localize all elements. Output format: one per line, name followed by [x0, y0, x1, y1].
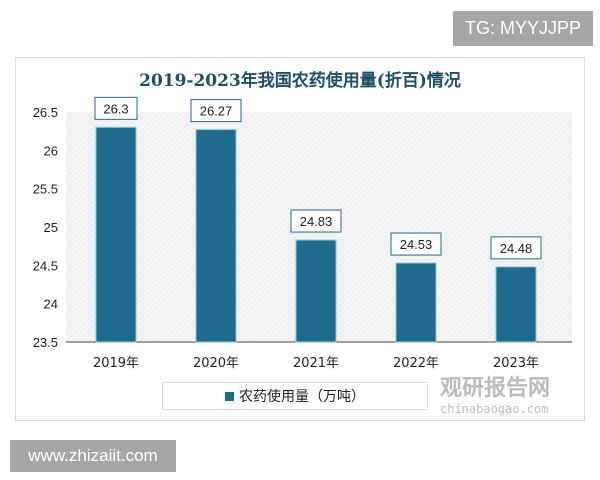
bar	[195, 129, 237, 343]
data-label-box	[290, 209, 342, 233]
bar	[95, 126, 137, 343]
data-label: 24.53	[400, 237, 433, 252]
x-tick-label: 2019年	[93, 356, 139, 371]
x-tick-label: 2023年	[493, 356, 539, 371]
y-tick-label: 25	[44, 220, 58, 235]
tg-watermark: TG: MYYJJPP	[453, 11, 593, 46]
chart-title: 2019-2023年我国农药使用量(折百)情况	[139, 71, 461, 91]
data-label-box	[490, 236, 542, 260]
y-tick-label: 24	[44, 297, 58, 312]
y-tick-label: 24.5	[33, 258, 58, 273]
x-tick-label: 2022年	[393, 356, 439, 371]
y-tick-label: 25.5	[33, 182, 58, 197]
watermark-logo-en: chinabaogao.com	[440, 402, 549, 416]
data-label: 26.27	[200, 104, 233, 119]
bar	[395, 262, 437, 343]
legend-label: 农药使用量（万吨）	[239, 389, 365, 405]
legend: 农药使用量（万吨）	[162, 382, 428, 410]
data-label-box	[190, 99, 242, 123]
data-label: 24.83	[300, 214, 333, 229]
y-tick-label: 26	[44, 143, 58, 158]
watermark-logo-cn: 观研报告网	[440, 376, 551, 401]
y-tick-label: 26.5	[33, 105, 58, 120]
chinabaogao-watermark: 观研报告网 chinabaogao.com	[440, 376, 550, 417]
site-watermark: www.zhizaiit.com	[10, 440, 176, 472]
legend-swatch	[225, 391, 234, 401]
data-label: 26.3	[103, 101, 128, 116]
y-tick-label: 23.5	[33, 335, 58, 350]
bar	[495, 266, 537, 343]
x-tick-label: 2020年	[193, 356, 239, 371]
bar	[295, 239, 337, 343]
data-label-box	[390, 232, 442, 256]
data-label: 24.48	[500, 241, 533, 256]
x-tick-label: 2021年	[293, 356, 339, 371]
data-label-box	[94, 96, 138, 120]
chart-frame	[15, 57, 585, 421]
